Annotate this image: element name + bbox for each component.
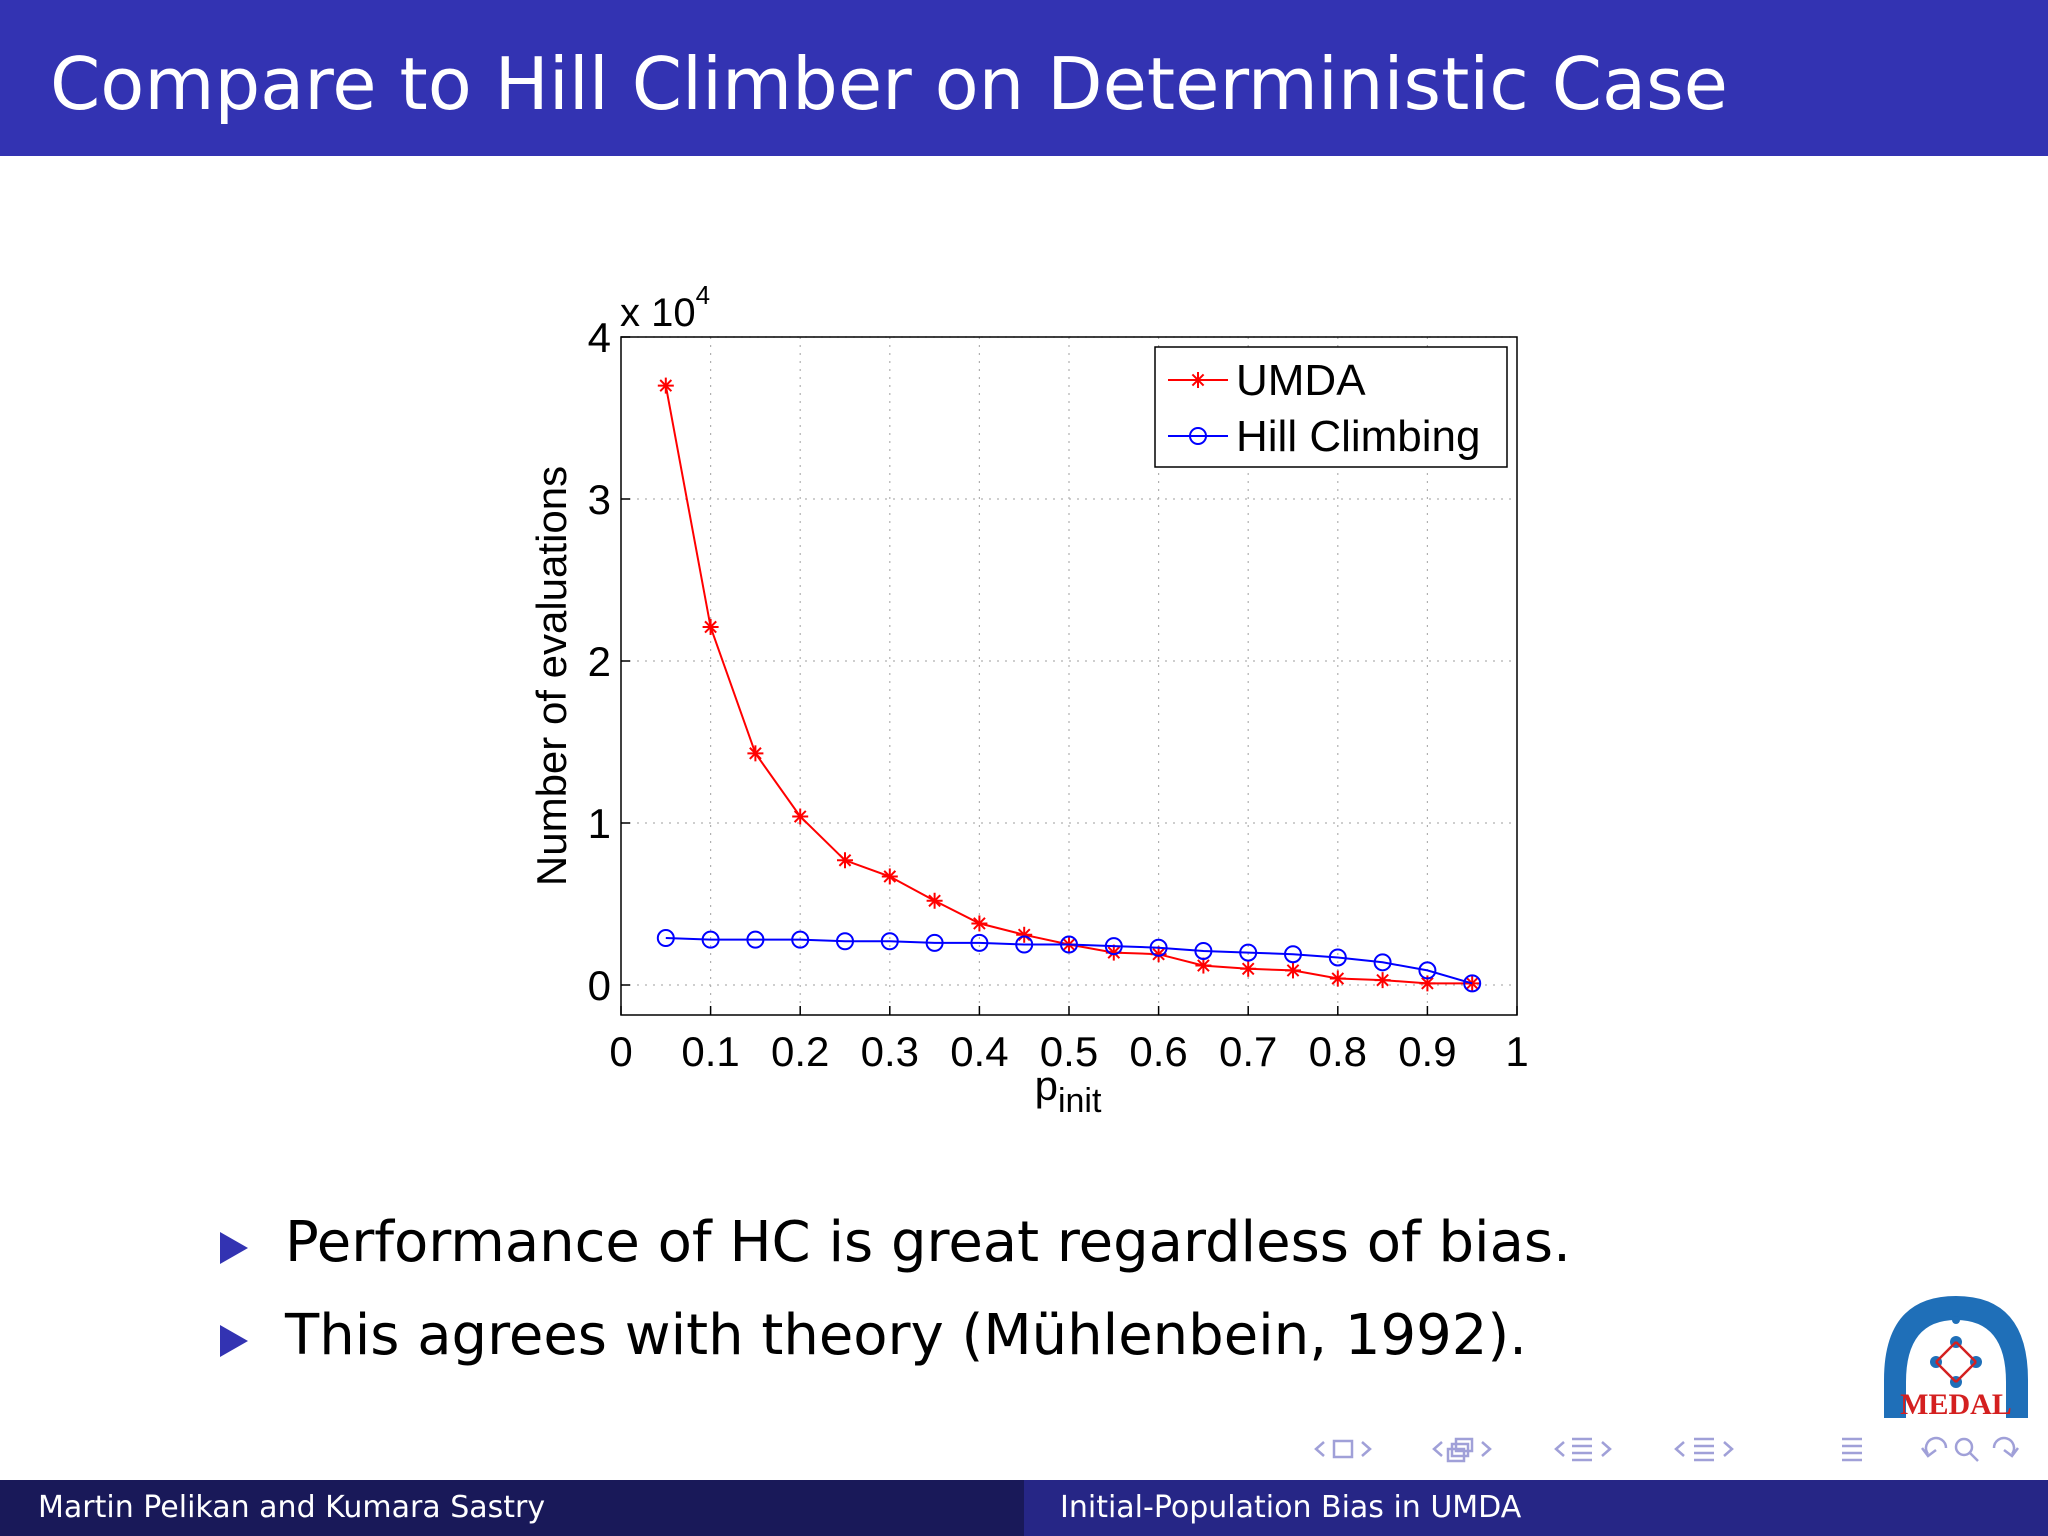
umda-point: [1195, 957, 1212, 974]
hill-climbing-point: [1239, 943, 1258, 962]
nav-forward-icon[interactable]: [1992, 1436, 2019, 1458]
hill-climbing-point: [880, 932, 899, 951]
legend-box: [1154, 346, 1508, 468]
hill-climbing-point: [1060, 935, 1078, 954]
nav-next-page-icon[interactable]: [1723, 1441, 1734, 1457]
hill-climbing-point: [1418, 961, 1437, 980]
umda-point: [1285, 962, 1301, 979]
hill-climbing-point: [701, 930, 720, 949]
hill-climbing-point: [1149, 938, 1168, 957]
umda-point: [837, 852, 853, 869]
y-tick-label: 3: [588, 476, 611, 523]
legend-umda-marker: [1190, 372, 1206, 388]
nav-prev-subsection-icon[interactable]: [1432, 1441, 1443, 1457]
umda-line: [664, 385, 1473, 985]
x-tick-label: 0.7: [1219, 1028, 1277, 1075]
slide-header: Compare to Hill Climber on Deterministic…: [0, 0, 2048, 156]
nav-page-icon[interactable]: [1694, 1437, 1714, 1462]
hill-climbing-point: [1373, 953, 1392, 972]
bullet-text: Performance of HC is great regardless of…: [285, 1210, 1571, 1275]
x-tick-label: 0.9: [1398, 1028, 1456, 1075]
x-tick-label: 0.4: [950, 1028, 1008, 1075]
footer-authors: Martin Pelikan and Kumara Sastry: [0, 1480, 1024, 1536]
slide-title: Compare to Hill Climber on Deterministic…: [50, 42, 1728, 126]
x-tick-label: 0.3: [861, 1028, 919, 1075]
x-tick-label: 0.8: [1309, 1028, 1367, 1075]
evaluations-chart: 0 0.1 0.2 0.3 0.4 0.5 0.6 0.7 0.8 0.9 1 0 1 2 3 4 x 104…: [528, 280, 1529, 1120]
footer-authors-text: Martin Pelikan and Kumara Sastry: [38, 1490, 546, 1525]
hill-climbing-point: [925, 933, 944, 952]
umda-point: [1240, 960, 1257, 977]
nav-next-subsection-icon[interactable]: [1481, 1441, 1492, 1457]
logo-text: MEDAL: [1900, 1388, 2012, 1420]
nav-back-icon[interactable]: [1921, 1436, 1948, 1458]
hill-climbing-point: [970, 933, 989, 952]
hill-climbing-point: [656, 929, 675, 948]
umda-point: [926, 892, 943, 909]
axis-ticks: 0 0.1 0.2 0.3 0.4 0.5 0.6 0.7 0.8 0.9 1 0 1 2 3 4: [588, 314, 1529, 1075]
y-tick-label: 1: [588, 800, 611, 847]
x-tick-label: 0.1: [681, 1028, 739, 1075]
hill-climbing-point: [791, 930, 810, 949]
hill-climbing-point: [1284, 945, 1302, 964]
y-tick-label: 2: [588, 638, 611, 685]
hill-climbing-point: [1015, 935, 1034, 954]
legend-hc-marker: [1189, 427, 1207, 445]
beamer-navigation: [1314, 1436, 2019, 1463]
legend-hc-label: Hill Climbing: [1236, 412, 1481, 461]
nav-next-section-icon[interactable]: [1601, 1441, 1612, 1457]
y-tick-label: 0: [588, 962, 611, 1009]
x-axis-label: pinit: [1035, 1062, 1102, 1120]
footer-title: Initial-Population Bias in UMDA: [1024, 1480, 2048, 1536]
y-multiplier: x 104: [620, 280, 710, 335]
hill-climbing-point: [836, 932, 854, 951]
x-tick-label: 1: [1505, 1028, 1528, 1075]
chart-legend: UMDA Hill Climbing: [1154, 346, 1508, 468]
umda-point: [792, 808, 809, 825]
nav-prev-section-icon[interactable]: [1554, 1441, 1565, 1457]
nav-search-icon[interactable]: [1954, 1437, 1979, 1462]
bullet-arrow-icon: [220, 1232, 248, 1264]
nav-section-icon[interactable]: [1572, 1437, 1592, 1462]
umda-point: [971, 915, 988, 932]
x-tick-label: 0.6: [1129, 1028, 1187, 1075]
x-tick-label: 0.2: [771, 1028, 829, 1075]
x-tick-label: 0.5: [1040, 1028, 1098, 1075]
bullet-text: This agrees with theory (Mühlenbein, 199…: [285, 1303, 1527, 1368]
hill-climbing-point: [1194, 941, 1213, 960]
umda-point: [1419, 975, 1436, 992]
bullet-arrow-icon: [220, 1325, 248, 1357]
umda-point: [657, 377, 674, 394]
nav-next-frame-icon[interactable]: [1361, 1441, 1372, 1457]
hill-climbing-point: [746, 930, 765, 949]
umda-point: [1329, 970, 1346, 987]
x-tick-label: 0: [609, 1028, 632, 1075]
medal-logo: MEDAL: [1884, 1296, 2028, 1420]
hill-climbing-point: [1328, 948, 1347, 967]
nav-frame-icon[interactable]: [1332, 1439, 1354, 1459]
nav-prev-frame-icon[interactable]: [1314, 1441, 1325, 1457]
y-tick-label: 4: [588, 314, 611, 361]
umda-point: [747, 745, 764, 762]
umda-point: [1016, 926, 1033, 943]
nav-subsection-icon[interactable]: [1446, 1437, 1474, 1463]
umda-point: [881, 868, 898, 885]
nav-prev-page-icon[interactable]: [1674, 1441, 1685, 1457]
umda-point: [1374, 972, 1391, 989]
footer-title-text: Initial-Population Bias in UMDA: [1060, 1490, 1522, 1525]
y-axis-label: Number of evaluations: [528, 466, 575, 886]
nav-outline-icon[interactable]: [1842, 1437, 1862, 1462]
umda-point: [702, 618, 719, 635]
hill-climbing-point: [1463, 974, 1482, 993]
legend-umda-asterisk: [1190, 372, 1206, 388]
hill-climbing-point: [1104, 937, 1123, 956]
legend-umda-label: UMDA: [1236, 356, 1366, 405]
chart-series: [656, 377, 1482, 993]
hill-climbing-line: [665, 937, 1473, 985]
